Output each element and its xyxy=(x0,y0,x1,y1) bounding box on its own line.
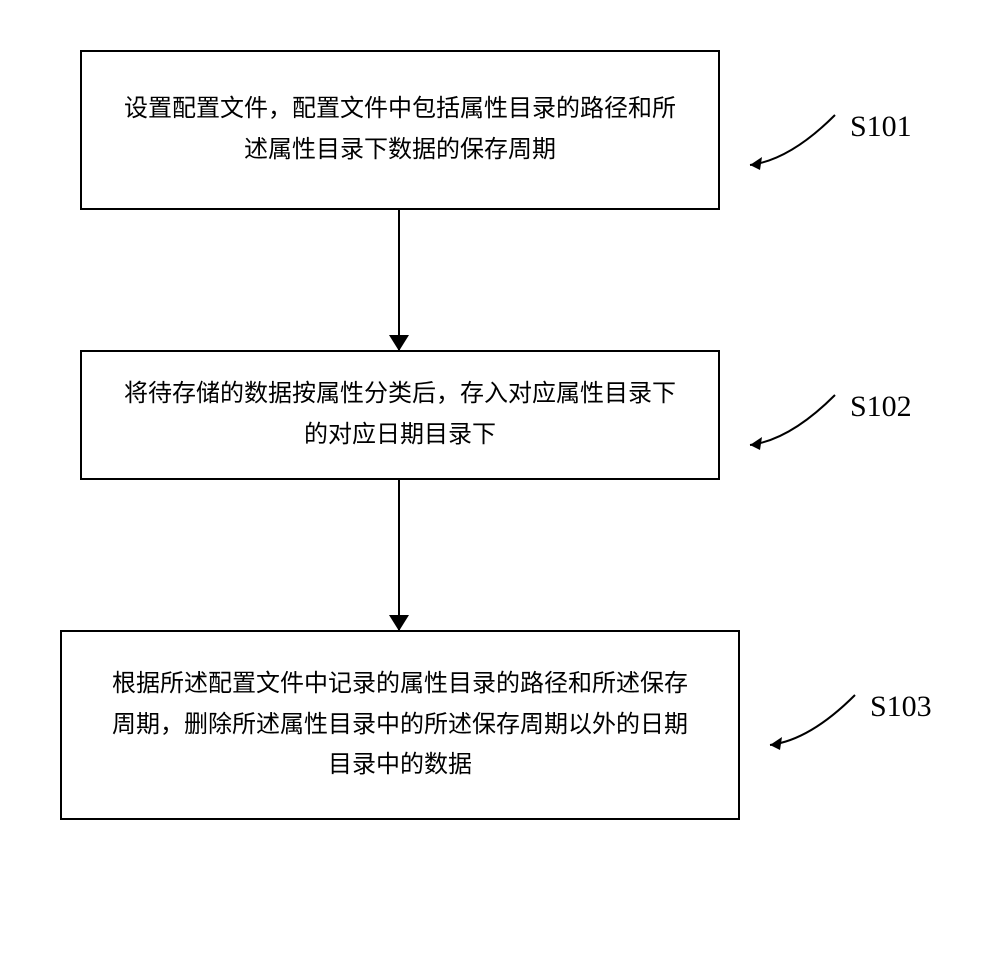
connector-arrow-2 xyxy=(398,480,400,630)
pointer-arrow-2 xyxy=(740,390,840,450)
pointer-arrow-1 xyxy=(740,110,840,170)
step-box-2: 将待存储的数据按属性分类后，存入对应属性目录下的对应日期目录下 xyxy=(80,350,720,480)
step-box-1: 设置配置文件，配置文件中包括属性目录的路径和所述属性目录下数据的保存周期 xyxy=(80,50,720,210)
step-label-2: S102 xyxy=(850,390,912,424)
flowchart-container: 设置配置文件，配置文件中包括属性目录的路径和所述属性目录下数据的保存周期 S10… xyxy=(60,50,940,820)
step-box-3: 根据所述配置文件中记录的属性目录的路径和所述保存周期，删除所述属性目录中的所述保… xyxy=(60,630,740,820)
connector-arrow-1 xyxy=(398,210,400,350)
step-label-3: S103 xyxy=(870,690,932,724)
step-3-text: 根据所述配置文件中记录的属性目录的路径和所述保存周期，删除所述属性目录中的所述保… xyxy=(102,664,698,786)
step-1-text: 设置配置文件，配置文件中包括属性目录的路径和所述属性目录下数据的保存周期 xyxy=(122,89,678,171)
step-2-text: 将待存储的数据按属性分类后，存入对应属性目录下的对应日期目录下 xyxy=(122,374,678,456)
pointer-arrow-3 xyxy=(760,690,860,750)
step-label-1: S101 xyxy=(850,110,912,144)
